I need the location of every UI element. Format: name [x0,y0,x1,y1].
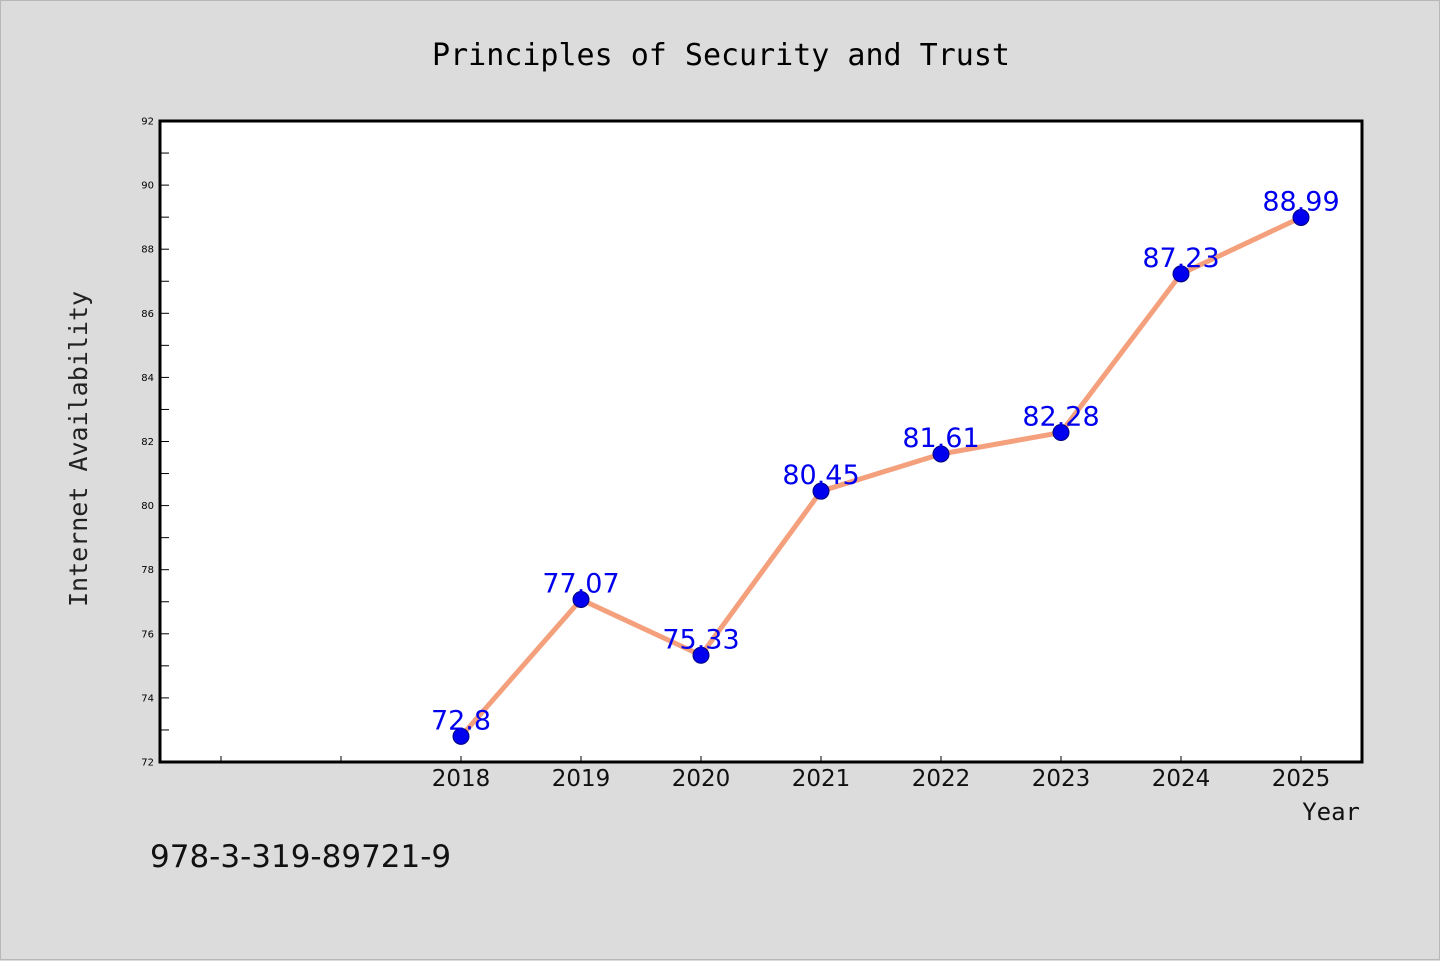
data-point [812,482,830,500]
data-label-layer: 72.8 77.07 75.33 80.45 81.61 82.28 87.23 88.99 [431,186,1340,736]
x-tick-label: 2024 [1152,766,1211,792]
data-label: 81.61 [902,423,979,454]
data-point [452,727,470,745]
x-tick-label: 2025 [1272,766,1331,792]
series-line [458,214,1304,739]
data-label: 82.28 [1022,402,1099,433]
plot-area [160,121,1362,762]
axis-layer: 72 74 76 78 80 82 84 86 88 90 92 2018 2019 2020 2021 20… [141,117,1330,793]
point-layer [452,208,1310,745]
data-label: 72.8 [431,705,491,736]
x-tick-label: 2020 [672,766,731,792]
y-tick-label: 88 [141,245,154,256]
data-label: 75.33 [662,624,739,655]
data-label: 77.07 [542,569,619,600]
chart-title: Principles of Security and Trust [432,38,1010,73]
x-axis-label: Year [1302,798,1360,826]
x-tick-label: 2019 [552,766,611,792]
y-tick-label: 82 [141,437,154,448]
y-tick-label: 80 [141,501,154,512]
y-tick-label: 86 [141,309,154,320]
isbn-text: 978-3-319-89721-9 [150,839,451,875]
data-point [572,591,590,609]
y-tick-label: 72 [141,758,154,769]
data-label: 88.99 [1262,186,1339,217]
plot-frame [158,119,1364,764]
y-tick-label: 78 [141,565,154,576]
data-point [1052,424,1070,442]
x-tick-label: 2018 [432,766,491,792]
y-tick-label: 76 [141,629,154,640]
data-label: 87.23 [1142,243,1219,274]
y-tick-label: 90 [141,181,154,192]
data-point [1292,208,1310,226]
x-tick-label: 2023 [1032,766,1091,792]
data-label: 80.45 [782,460,859,491]
series-layer [458,214,1304,739]
data-point [692,646,710,664]
data-point [1172,265,1190,283]
x-tick-label: 2021 [792,766,851,792]
y-tick-label: 74 [141,693,154,704]
y-tick-label: 84 [141,373,154,384]
x-tick-label: 2022 [912,766,971,792]
y-tick-label: 92 [141,117,154,128]
y-axis-label: Internet Availability [64,291,93,607]
data-point [932,445,950,463]
